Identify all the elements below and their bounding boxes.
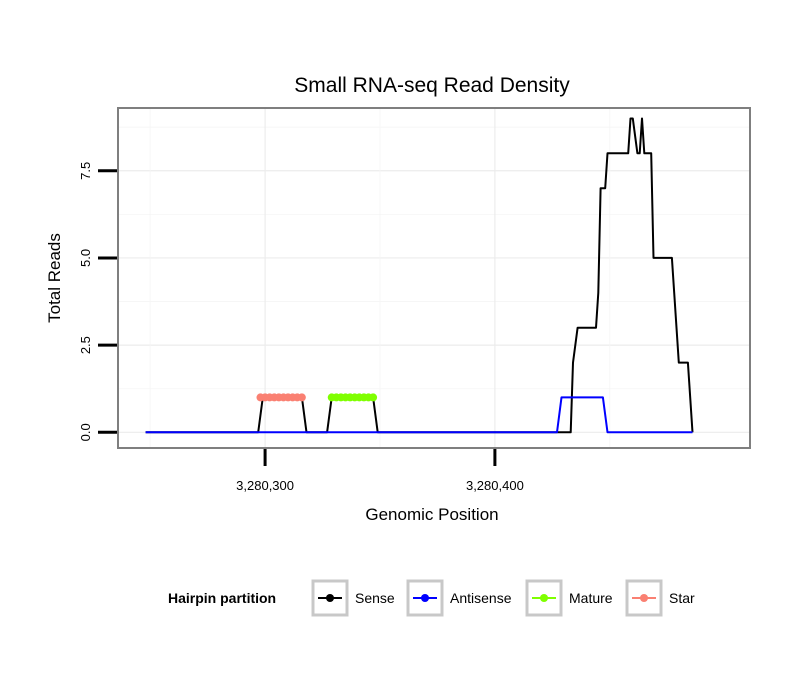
x-tick-label: 3,280,400 — [466, 478, 524, 493]
y-tick-label: 2.5 — [78, 336, 93, 354]
series-layer — [145, 117, 694, 434]
legend-key-point-antisense — [421, 594, 429, 602]
legend-item-star: Star — [625, 579, 695, 617]
legend-item-sense: Sense — [311, 579, 395, 617]
legend-item-mature: Mature — [525, 579, 613, 617]
series-star-point — [297, 393, 306, 402]
legend-label-star: Star — [669, 590, 695, 606]
y-axis-label: Total Reads — [45, 233, 64, 323]
legend-item-antisense: Antisense — [406, 579, 512, 617]
y-tick-label: 5.0 — [78, 249, 93, 267]
y-tick-label: 7.5 — [78, 162, 93, 180]
grid — [119, 109, 749, 447]
chart-title: Small RNA-seq Read Density — [294, 74, 570, 97]
legend-key-point-star — [640, 594, 648, 602]
legend-label-sense: Sense — [355, 590, 395, 606]
y-tick-label: 0.0 — [78, 423, 93, 441]
series-antisense-line — [145, 396, 693, 434]
legend-key-point-sense — [326, 594, 334, 602]
legend-label-mature: Mature — [569, 590, 613, 606]
series-mature-point — [369, 393, 378, 402]
axes: 0.0 2.5 5.0 7.5 3,280,300 3,280,400 — [78, 162, 524, 493]
legend: Hairpin partition Sense Antisense Mature St… — [168, 579, 695, 617]
x-tick-label: 3,280,300 — [236, 478, 294, 493]
legend-label-antisense: Antisense — [450, 590, 512, 606]
legend-title: Hairpin partition — [168, 590, 276, 606]
legend-key-point-mature — [540, 594, 548, 602]
x-axis-label: Genomic Position — [365, 505, 498, 524]
plot-panel — [117, 107, 751, 449]
